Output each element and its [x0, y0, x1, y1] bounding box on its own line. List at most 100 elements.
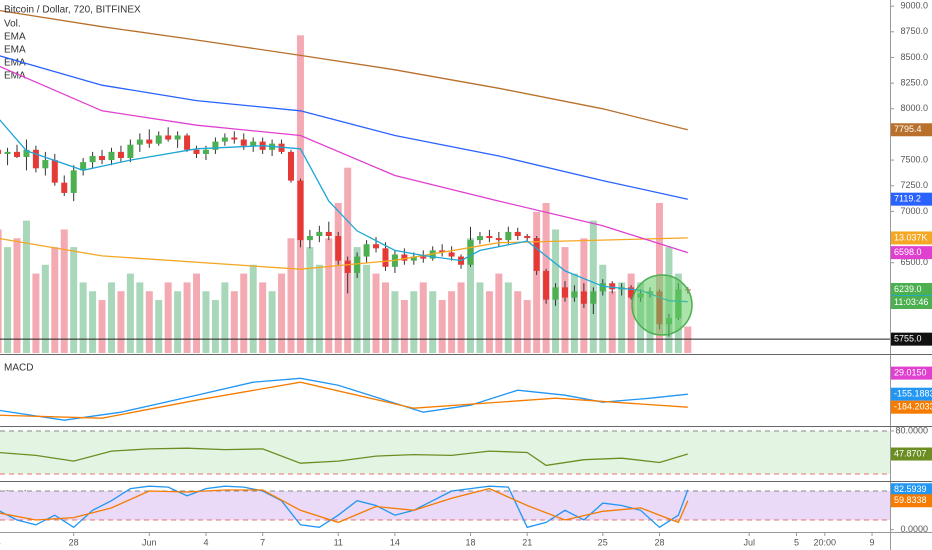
y-tick-label: 7500.0 — [900, 154, 928, 164]
price-tag — [891, 123, 932, 137]
candle-body — [609, 283, 616, 290]
candle-body — [467, 240, 474, 265]
price-tag-label: -184.2033 — [894, 402, 932, 412]
x-tick-label: 11 — [334, 537, 343, 547]
volume-bar — [183, 282, 191, 353]
volume-bar — [278, 273, 286, 353]
volume-bar — [363, 264, 371, 353]
x-tick-label: 7 — [260, 537, 265, 547]
candle-body — [297, 180, 304, 241]
price-tag — [891, 282, 932, 296]
legend-entry: EMA — [4, 58, 26, 69]
volume-bar — [202, 291, 210, 353]
candle-body — [108, 151, 115, 161]
candle-body — [146, 139, 153, 144]
candle-body — [552, 287, 559, 300]
price-tag — [891, 192, 932, 206]
candle-body — [590, 291, 597, 304]
volume-bar — [117, 291, 125, 353]
countdown: 11:03:46 — [894, 297, 928, 307]
candle-body — [221, 137, 228, 142]
volume-bar — [495, 273, 503, 353]
price-tag — [891, 332, 932, 346]
price-tag-label: 6598.0 — [894, 247, 922, 257]
legend-entry: Vol. — [4, 19, 21, 30]
price-tag — [891, 400, 932, 414]
volume-bar — [334, 202, 342, 353]
y-tick-label: 9000.0 — [900, 1, 928, 11]
volume-bar — [618, 282, 626, 353]
volume-bar — [381, 282, 389, 353]
x-tick-label: 25 — [598, 537, 608, 547]
volume-bar — [164, 282, 172, 353]
price-tag-label: -155.1883 — [894, 389, 932, 399]
candle-body — [382, 248, 389, 267]
volume-bar — [174, 291, 182, 353]
x-tick-label: 18 — [466, 537, 476, 547]
y-tick-label: 0.0000 — [900, 524, 928, 534]
volume-bar — [89, 291, 97, 353]
volume-bar — [41, 264, 49, 353]
volume-bar — [193, 273, 201, 353]
candle-body — [14, 151, 21, 158]
candle-body — [287, 151, 294, 181]
candle-body — [448, 252, 455, 257]
candle-body — [212, 141, 219, 150]
price-tag — [891, 447, 932, 461]
price-tag-label: 6239.0 — [894, 284, 922, 294]
volume-bar — [70, 247, 78, 353]
candle-body — [89, 155, 96, 163]
volume-bar — [608, 291, 616, 353]
volume-bar — [438, 300, 446, 353]
price-tag-label: 7119.2 — [894, 194, 921, 204]
volume-bar — [79, 282, 87, 353]
candle-body — [363, 244, 370, 257]
x-tick-label: 9 — [870, 537, 875, 547]
candle-body — [127, 144, 134, 159]
x-tick-label: 20:00 — [814, 537, 837, 547]
volume-bar — [287, 238, 295, 353]
volume-bar — [485, 291, 493, 353]
price-tag — [891, 483, 932, 497]
volume-bar — [221, 282, 229, 353]
candle-body — [571, 291, 578, 298]
candle-body — [136, 139, 143, 145]
indicator-line — [0, 65, 688, 254]
volume-bar — [429, 291, 437, 353]
volume-bar — [684, 326, 692, 353]
y-tick-label: 6500.0 — [900, 257, 928, 267]
indicator-line — [0, 237, 688, 270]
volume-bar — [523, 300, 531, 353]
legend-entry: EMA — [4, 45, 26, 56]
candle-body — [420, 256, 427, 259]
candle-body — [325, 231, 332, 237]
price-tag-label: 13.037K — [894, 232, 928, 242]
indicator-line — [0, 55, 688, 200]
candle-body — [202, 149, 209, 154]
volume-bar — [155, 300, 163, 353]
x-tick-label: 28 — [654, 537, 664, 547]
candle-body — [99, 155, 106, 161]
volume-bar — [240, 273, 248, 353]
x-tick-label: Jun — [142, 537, 157, 547]
volume-bar — [599, 264, 607, 353]
candle-body — [543, 270, 550, 300]
y-tick-label: 8500.0 — [900, 52, 928, 62]
legend-entry: EMA — [4, 71, 26, 82]
candle-body — [439, 250, 446, 253]
volume-bar — [627, 273, 635, 353]
volume-bar — [570, 273, 578, 353]
candle-body — [32, 149, 39, 169]
indicator-line — [0, 487, 689, 524]
y-tick-label: 80.0000 — [895, 425, 928, 435]
candle-body — [533, 238, 540, 271]
countdown-bg — [891, 295, 932, 309]
candle-body — [193, 149, 200, 154]
price-tag-label: 5755.0 — [894, 334, 922, 344]
x-tick-label: 28 — [69, 537, 79, 547]
candle-body — [61, 182, 68, 193]
candle-body — [306, 236, 313, 241]
candle-body — [628, 287, 635, 298]
volume-bar — [533, 211, 541, 353]
